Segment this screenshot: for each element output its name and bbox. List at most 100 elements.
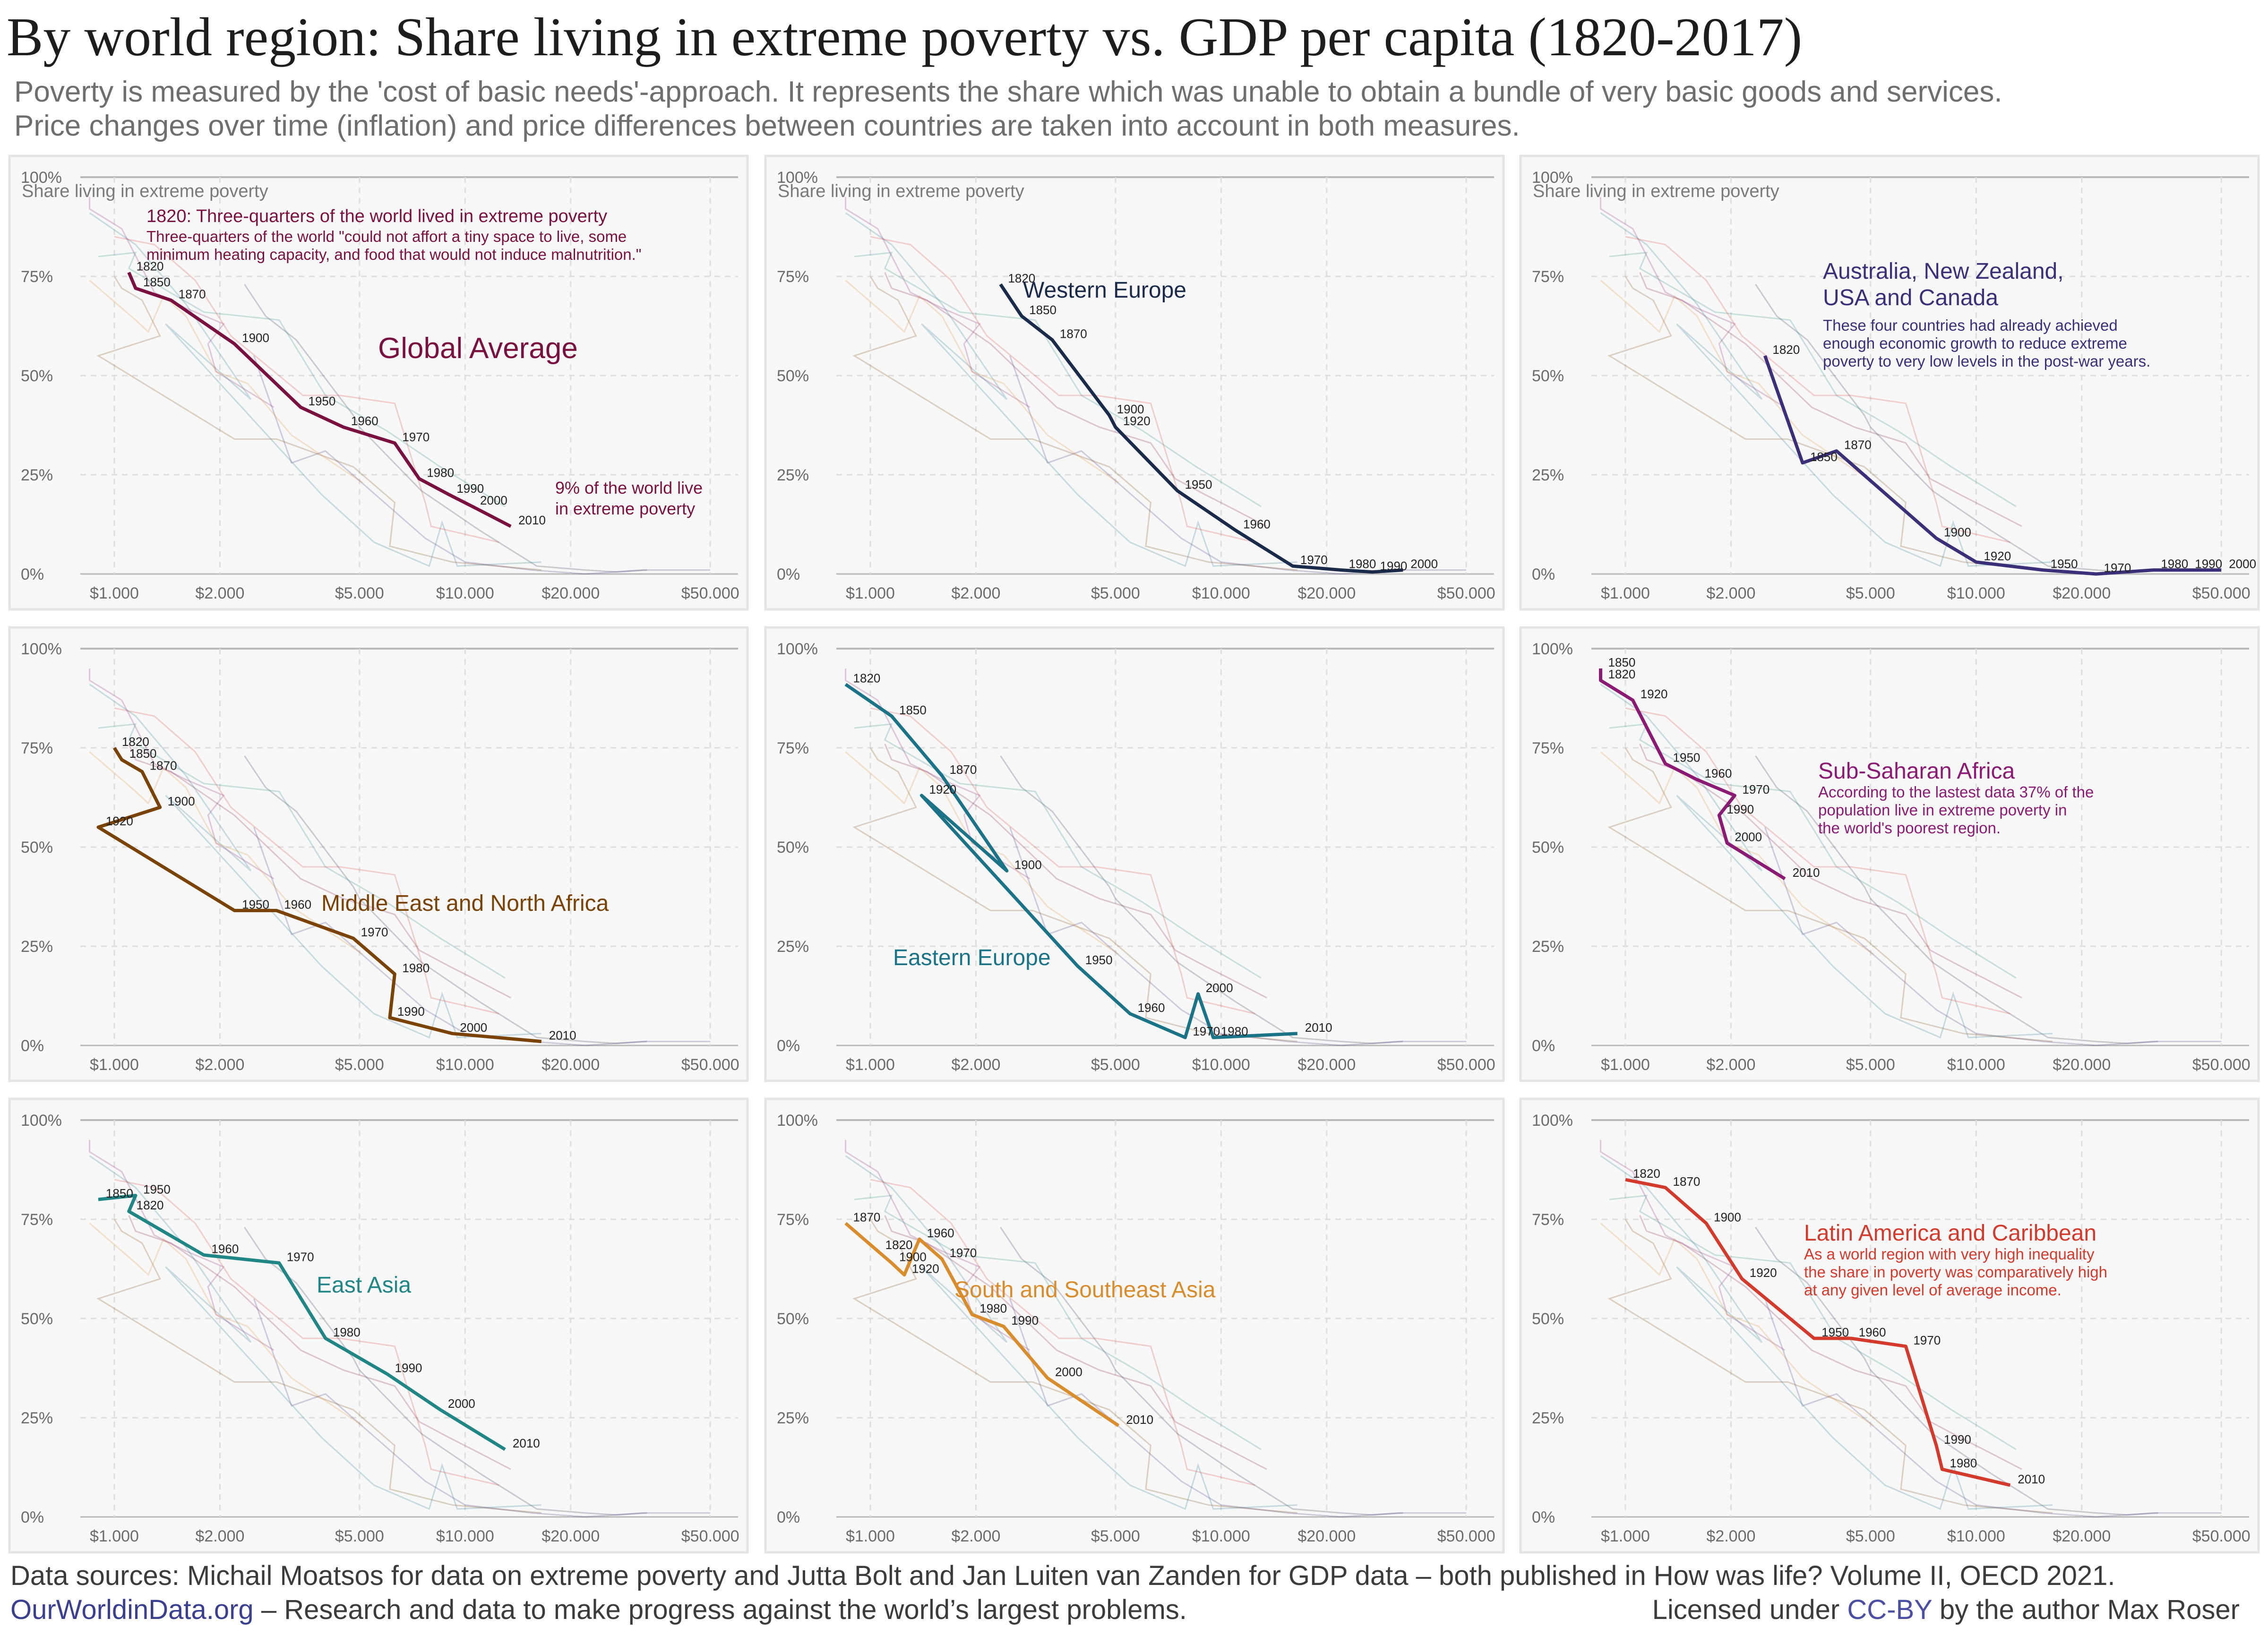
data-sources-note: Data sources: Michail Moatsos for data o… [10,1560,2115,1591]
y-tick-label: 0% [1532,565,1555,583]
background-series-line [98,251,506,507]
background-series-line [870,236,1255,543]
x-tick-label: $10.000 [436,1527,494,1545]
annotation-text: According to the lastest data 37% of the [1818,783,2094,801]
year-label: 1960 [351,414,378,428]
year-label: 1980 [402,961,430,975]
background-series-line [89,1223,363,1427]
background-series-line [854,723,1262,979]
cc-by-link[interactable]: CC-BY [1847,1594,1932,1625]
x-tick-label: $10.000 [436,584,494,602]
license-suffix: by the author Max Roser [1932,1594,2240,1625]
year-label: 2010 [513,1436,540,1450]
year-label: 1820 [122,735,149,749]
series-title: Australia, New Zealand, [1823,259,2064,284]
year-label: 1970 [1913,1333,1941,1347]
year-label: 1820 [137,1198,164,1212]
background-series-line [1009,355,1467,575]
y-tick-label: 25% [21,938,53,956]
year-label: 1850 [143,275,171,289]
background-series-line [89,280,363,484]
y-tick-label: 100% [777,1112,818,1130]
background-series-line [253,1298,711,1518]
y-tick-label: 75% [1532,1211,1564,1229]
background-series-line [89,197,275,408]
background-series-line [1600,1223,1874,1427]
year-label: 1820 [853,671,881,685]
background-series-line [1000,755,1403,1045]
x-tick-label: $5.000 [335,1527,384,1545]
panel-background [1519,1097,2260,1554]
year-label: 1990 [1944,1432,1971,1447]
year-label: 1980 [333,1325,361,1339]
year-label: 2000 [460,1020,487,1035]
background-series-line [1600,197,1786,408]
x-tick-label: $10.000 [1192,1527,1250,1545]
year-label: 1990 [2195,557,2222,571]
year-label: 1950 [309,394,336,408]
series-title: Middle East and North Africa [321,891,609,916]
x-tick-label: $20.000 [1297,1527,1356,1545]
year-label: 1820 [1608,667,1636,681]
x-tick-label: $2.000 [1706,584,1755,602]
year-label: 1900 [899,1250,927,1264]
chart-panel-1: 0% 25% 50% 75% 100% $1.000 $2.000 $5.000 $10.000… [8,154,749,611]
x-tick-label: $50.000 [681,1056,739,1074]
x-tick-label: $10.000 [1947,584,2005,602]
annotation-text: the world's poorest region. [1818,819,2001,837]
x-tick-label: $1.000 [90,1527,139,1545]
year-label: 1870 [949,762,977,777]
series-line [844,1222,1120,1427]
background-series-line [845,1140,1031,1351]
chart-panel-6: 0% 25% 50% 75% 100% $1.000 $2.000 $5.000 $10.000… [1519,626,2260,1082]
y-tick-label: 100% [777,640,818,658]
year-label: 1820 [137,259,164,274]
annotation-text: poverty to very low levels in the post-w… [1823,352,2150,370]
x-tick-label: $50.000 [2192,584,2251,602]
background-series-line [852,276,1297,571]
y-tick-label: 75% [21,268,53,286]
y-tick-label: 75% [1532,268,1564,286]
background-series-line [96,1219,541,1514]
x-tick-label: $2.000 [1706,1527,1755,1545]
panel-background [8,626,749,1082]
background-series-line [98,723,506,979]
x-tick-label: $5.000 [1846,1056,1895,1074]
background-series-line [1607,1219,2053,1514]
year-label: 1920 [929,782,956,796]
background-series-line [1600,1140,1786,1351]
owid-link[interactable]: OurWorldinData.org [10,1594,254,1625]
year-label: 1920 [106,814,133,828]
x-tick-label: $50.000 [2192,1056,2251,1074]
background-series-line [244,755,647,1045]
year-label: 1960 [284,897,311,911]
year-label: 1820 [1633,1166,1660,1181]
year-label: 1990 [397,1004,425,1019]
y-tick-label: 100% [1532,169,1573,187]
annotation-heading: 1820: Three-quarters of the world lived … [146,206,607,226]
year-label: 1850 [1608,655,1636,669]
background-series-line [1009,827,1467,1046]
year-label: 1960 [1243,517,1271,531]
x-tick-label: $50.000 [681,1527,739,1545]
y-tick-label: 50% [1532,367,1564,385]
background-series-line [1600,684,2053,1039]
x-tick-label: $2.000 [951,1527,1000,1545]
series-title: South and Southeast Asia [954,1277,1216,1302]
y-tick-label: 100% [1532,1112,1573,1130]
year-label: 1900 [168,794,195,808]
x-tick-label: $5.000 [1091,584,1140,602]
year-label: 1970 [1742,782,1770,796]
year-label: 1870 [1673,1174,1701,1189]
year-label: 1970 [361,925,388,939]
year-label: 1850 [1029,303,1057,317]
background-series-line [1600,1155,2053,1510]
year-label: 2010 [1305,1020,1332,1035]
background-series-line [244,283,647,573]
background-series-line [845,212,1297,567]
year-label: 1950 [1085,953,1113,967]
y-tick-label: 25% [21,1409,53,1427]
annotation-text: Three-quarters of the world "could not a… [146,228,627,245]
x-tick-label: $1.000 [1601,1527,1650,1545]
